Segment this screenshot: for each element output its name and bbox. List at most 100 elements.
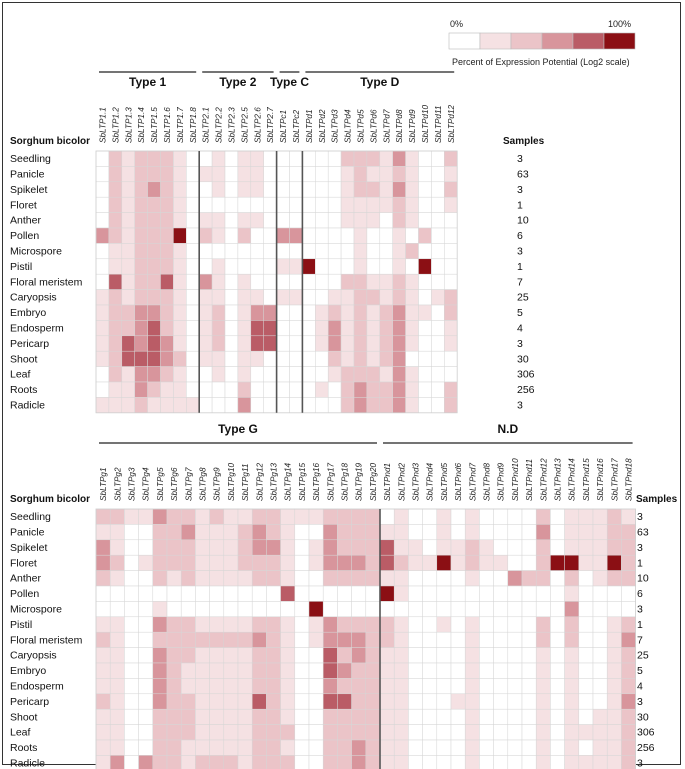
- heatmap-cell: [578, 554, 594, 571]
- heatmap-cell: [160, 150, 174, 167]
- heatmap-cell: [351, 570, 367, 587]
- heatmap-cell: [224, 166, 239, 183]
- heatmap-cell: [294, 739, 310, 756]
- heatmap-cell: [108, 381, 123, 398]
- heatmap-cell: [340, 350, 355, 367]
- heatmap-cell: [186, 273, 200, 290]
- heatmap-cell: [365, 554, 381, 571]
- heatmap-cell: [337, 678, 352, 695]
- heatmap-cell: [521, 631, 537, 648]
- heatmap-cell: [550, 570, 565, 587]
- heatmap-cell: [621, 724, 636, 741]
- heatmap-cell: [237, 678, 253, 695]
- heatmap-cell: [436, 739, 452, 756]
- heatmap-cell: [308, 662, 324, 679]
- heatmap-cell: [166, 678, 182, 695]
- heatmap-cell: [393, 508, 409, 525]
- heatmap-cell: [266, 554, 281, 571]
- heatmap-cell: [436, 647, 452, 664]
- sample-count: 3: [517, 399, 523, 411]
- heatmap-cell: [322, 601, 338, 618]
- heatmap-cell: [592, 539, 608, 556]
- column-label: SbLTPg14: [284, 462, 293, 501]
- heatmap-cell: [479, 616, 494, 633]
- heatmap-cell: [405, 335, 419, 352]
- heatmap-cell: [124, 678, 139, 695]
- heatmap-cell: [276, 243, 290, 260]
- heatmap-cell: [276, 397, 290, 414]
- column-label: SbLTP1.7: [176, 107, 185, 143]
- heatmap-cell: [535, 585, 551, 602]
- row-label: Roots: [10, 742, 37, 754]
- heatmap-cell: [379, 350, 393, 367]
- heatmap-cell: [564, 755, 580, 769]
- heatmap-cell: [327, 273, 342, 290]
- heatmap-cell: [109, 570, 125, 587]
- heatmap-cell: [95, 335, 110, 352]
- heatmap-cell: [408, 693, 423, 710]
- heatmap-cell: [322, 570, 338, 587]
- heatmap-cell: [479, 693, 494, 710]
- heatmap-cell: [436, 616, 452, 633]
- heatmap-cell: [450, 662, 466, 679]
- heatmap-cell: [121, 289, 135, 306]
- heatmap-cell: [550, 585, 565, 602]
- heatmap-cell: [422, 585, 438, 602]
- heatmap-cell: [521, 678, 537, 695]
- heatmap-cell: [121, 304, 135, 321]
- heatmap-cell: [209, 647, 225, 664]
- heatmap-cell: [134, 212, 148, 229]
- heatmap-cell: [173, 196, 187, 213]
- heatmap-cell: [436, 631, 452, 648]
- heatmap-cell: [152, 708, 168, 725]
- heatmap-cell: [578, 647, 594, 664]
- heatmap-cell: [422, 616, 438, 633]
- heatmap-cell: [180, 554, 196, 571]
- heatmap-cell: [95, 181, 110, 198]
- samples-header: Samples: [636, 494, 678, 505]
- column-label: SbLTPnd11: [525, 459, 534, 501]
- heatmap-cell: [109, 755, 125, 769]
- sample-count: 1: [637, 619, 643, 631]
- heatmap-cell: [294, 524, 310, 541]
- heatmap-cell: [479, 739, 494, 756]
- heatmap-cell: [209, 554, 225, 571]
- heatmap-cell: [592, 662, 608, 679]
- heatmap-cell: [606, 693, 622, 710]
- heatmap-cell: [322, 508, 338, 525]
- heatmap-cell: [592, 739, 608, 756]
- heatmap-cell: [431, 397, 445, 414]
- row-label: Panicle: [10, 168, 45, 180]
- heatmap-cell: [322, 585, 338, 602]
- heatmap-cell: [108, 320, 123, 337]
- heatmap-cell: [138, 524, 154, 541]
- heatmap-cell: [351, 678, 367, 695]
- heatmap-cell: [353, 397, 368, 414]
- heatmap-cell: [507, 755, 523, 769]
- heatmap-cell: [173, 212, 187, 229]
- heatmap-cell: [493, 570, 509, 587]
- heatmap-cell: [337, 616, 352, 633]
- heatmap-cell: [393, 693, 409, 710]
- heatmap-cell: [550, 616, 565, 633]
- heatmap-cell: [160, 335, 174, 352]
- heatmap-cell: [263, 227, 277, 244]
- heatmap-cell: [392, 289, 406, 306]
- heatmap-cell: [521, 539, 537, 556]
- heatmap-cell: [322, 693, 338, 710]
- heatmap-cell: [302, 273, 316, 290]
- heatmap-cell: [337, 755, 352, 769]
- heatmap-cell: [408, 554, 423, 571]
- heatmap-cell: [418, 350, 432, 367]
- heatmap-cell: [134, 350, 148, 367]
- heatmap-cell: [121, 273, 135, 290]
- heatmap-cell: [251, 585, 267, 602]
- heatmap-cell: [263, 320, 277, 337]
- heatmap-cell: [578, 585, 594, 602]
- heatmap-cell: [521, 601, 537, 618]
- row-label: Pericarp: [10, 696, 49, 708]
- heatmap-cell: [444, 381, 458, 398]
- heatmap-cell: [152, 616, 168, 633]
- heatmap-cell: [379, 693, 395, 710]
- heatmap-cell: [431, 320, 445, 337]
